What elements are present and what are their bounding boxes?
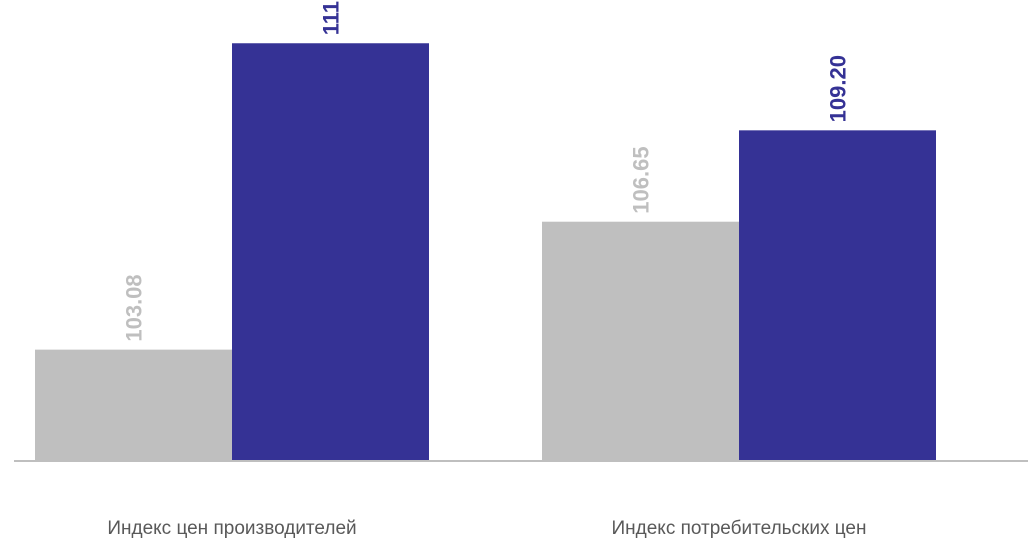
bar-0-series-1 bbox=[232, 43, 429, 461]
bar-1-series-1 bbox=[739, 130, 936, 461]
category-labels-layer: Индекс цен производителей Индекс потреби… bbox=[107, 518, 866, 539]
bars-layer bbox=[35, 43, 936, 461]
value-label-1-series-0: 106.65 bbox=[629, 146, 654, 213]
bar-0-series-0 bbox=[35, 349, 232, 460]
category-label-producer-price-index: Индекс цен производителей bbox=[107, 518, 356, 539]
bar-1-series-0 bbox=[542, 221, 739, 460]
value-labels-layer: 103.08 111.63 106.65 109.20 bbox=[122, 0, 851, 342]
category-label-consumer-price-index: Индекс потребительских цен bbox=[611, 518, 866, 539]
value-label-1-series-1: 109.20 bbox=[826, 55, 851, 122]
value-label-0-series-1: 111.63 bbox=[319, 0, 344, 35]
value-label-0-series-0: 103.08 bbox=[122, 274, 147, 341]
